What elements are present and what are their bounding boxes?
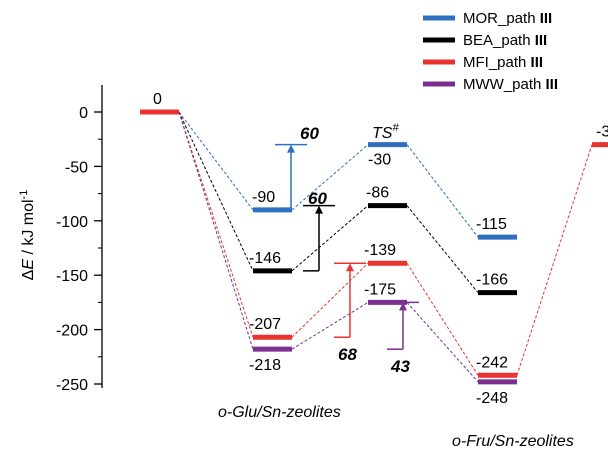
barrier-label: 68 — [338, 345, 357, 364]
level-label-glu: -146 — [249, 250, 281, 267]
level-label-ts: -175 — [364, 281, 396, 298]
barrier-arrowhead — [315, 205, 323, 214]
level-label-fru: -166 — [476, 272, 508, 289]
connector-line — [178, 111, 254, 272]
connector-line — [406, 302, 479, 383]
connector-line — [406, 205, 479, 293]
barrier-arrowhead — [346, 263, 354, 272]
y-tick-label: -100 — [56, 214, 88, 231]
connector-line — [178, 111, 254, 211]
energy-level-labels: 0 -90 -30 -115 -146 -86 -166 -3 -207 -139 -242 -218… — [153, 91, 608, 407]
connector-line — [291, 144, 369, 211]
legend-label: MOR_path III — [463, 10, 552, 27]
level-label-fru: -115 — [476, 216, 507, 233]
y-tick-label: -150 — [56, 268, 88, 285]
level-label-glu: -218 — [249, 357, 281, 374]
y-ticks: 0 -50 -100 -150 -200 -250 — [56, 105, 102, 394]
energy-levels — [140, 109, 608, 385]
barrier-label: 43 — [390, 357, 410, 376]
connector-line — [291, 262, 369, 338]
barrier-label: 60 — [308, 189, 327, 208]
legend-label: MWW_path III — [463, 76, 558, 93]
y-tick-label: 0 — [79, 105, 88, 122]
transition-state-label: TS# — [372, 122, 399, 142]
level-label-end: -3 — [596, 124, 608, 141]
y-tick-label: -200 — [56, 323, 88, 340]
fru-state-label: o-Fru/Sn-zeolites — [452, 433, 574, 450]
barrier-arrowhead — [399, 302, 407, 311]
y-tick-label: -250 — [56, 377, 88, 394]
connector-line — [516, 144, 593, 376]
level-label-ts: -30 — [368, 152, 391, 169]
level-label-glu: -90 — [252, 189, 275, 206]
legend: MOR_path III BEA_path III MFI_path III MWW_… — [423, 10, 558, 93]
level-label-fru: -242 — [476, 354, 508, 371]
level-label-fru: -248 — [476, 390, 508, 407]
level-label-ts: -86 — [366, 185, 389, 202]
legend-label: MFI_path III — [463, 54, 543, 71]
y-tick-label: -50 — [65, 159, 88, 176]
connector-line — [178, 111, 254, 338]
connector-lines — [178, 111, 593, 383]
barrier-arrowhead — [287, 144, 295, 153]
connector-line — [178, 111, 254, 350]
y-axis-label: ΔE / kJ mol-1 — [18, 190, 37, 281]
glu-state-label: o-Glu/Sn-zeolites — [218, 404, 341, 421]
level-label-initial: 0 — [153, 91, 162, 108]
connector-line — [291, 205, 369, 272]
connector-line — [406, 262, 479, 376]
barrier-label: 60 — [300, 124, 319, 143]
legend-label: BEA_path III — [463, 32, 547, 49]
level-label-glu: -207 — [249, 316, 281, 333]
level-label-ts: -139 — [364, 242, 396, 259]
barrier-arrows: 60 60 68 43 — [275, 124, 419, 376]
connector-line — [406, 144, 479, 238]
